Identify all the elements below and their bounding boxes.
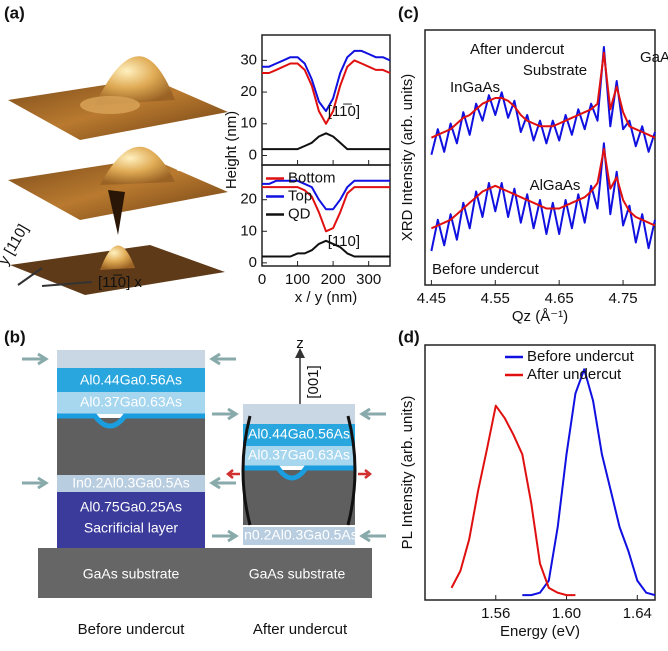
series-line — [262, 51, 390, 111]
legend-label: After undercut — [527, 366, 622, 383]
figure: (a) (b) (c) (d) Top Bottom QD y [110] [1… — [0, 0, 668, 651]
series-line — [452, 406, 576, 595]
series-line — [262, 60, 390, 123]
panel-label: (b) — [4, 327, 26, 346]
x-axis-label: Qz (Å⁻¹) — [512, 308, 568, 325]
substrate-label: GaAs substrate — [249, 566, 346, 582]
afm-axis: [11̅0] x — [98, 274, 142, 291]
y-tick-label: 20 — [240, 83, 257, 100]
y-axis-label: Height (nm) — [223, 111, 240, 189]
series-line — [262, 133, 390, 149]
afm-label: Bottom — [176, 158, 224, 175]
afm-label: QD — [194, 246, 217, 263]
panel-label: (c) — [398, 3, 419, 22]
direction-label: [001] — [305, 365, 322, 398]
x-tick-label: 4.55 — [481, 290, 510, 307]
layer-label: Al0.44Ga0.56As — [80, 372, 182, 388]
x-tick-label: 4.65 — [545, 290, 574, 307]
caption: Before undercut — [78, 621, 186, 638]
x-tick-label: 0 — [258, 271, 266, 288]
x-tick-label: 200 — [321, 271, 346, 288]
x-tick-label: 300 — [356, 271, 381, 288]
x-tick-label: 1.64 — [623, 605, 652, 622]
caption: After undercut — [253, 621, 348, 638]
annotation: Substrate — [523, 62, 587, 79]
series-line — [262, 241, 390, 257]
x-axis-label: x / y (nm) — [295, 289, 358, 306]
layer-label: In0.2Al0.3Ga0.5As — [240, 527, 358, 543]
afm-label: Top — [188, 81, 212, 98]
x-tick-label: 100 — [285, 271, 310, 288]
x-tick-label: 1.56 — [481, 605, 510, 622]
layer-label: Sacrificial layer — [84, 520, 178, 536]
x-tick-label: 1.60 — [552, 605, 581, 622]
y-axis-label: XRD Intensity (arb. units) — [399, 74, 416, 242]
layer-label: Al0.37Ga0.63As — [248, 447, 350, 463]
y-tick-label: 10 — [240, 222, 257, 239]
panel-label: (a) — [4, 3, 25, 22]
annotation: GaAs — [640, 49, 668, 66]
x-axis-label: Energy (eV) — [500, 623, 580, 640]
layer-label: Al0.75Ga0.25As — [80, 499, 182, 515]
annotation: AlGaAs — [530, 177, 581, 194]
annotation: InGaAs — [450, 79, 500, 96]
x-tick-label: 4.45 — [417, 290, 446, 307]
legend-label: Bottom — [288, 169, 336, 186]
y-tick-label: 20 — [240, 191, 257, 208]
y-tick-label: 30 — [240, 51, 257, 68]
legend-label: QD — [288, 205, 311, 222]
afm-axis: y [110] — [0, 221, 32, 268]
x-tick-label: 4.75 — [608, 290, 637, 307]
substrate-label: GaAs substrate — [83, 566, 180, 582]
diagram-after — [212, 348, 386, 598]
legend-label: Top — [288, 187, 312, 204]
y-tick-label: 10 — [240, 115, 257, 132]
layer-label: In0.2Al0.3Ga0.5As — [72, 475, 190, 491]
y-tick-label: 0 — [249, 146, 257, 163]
y-tick-label: 0 — [249, 254, 257, 271]
panel-label: (d) — [398, 327, 420, 346]
series-line — [522, 369, 655, 595]
annotation: Before undercut — [432, 261, 540, 278]
layer-label: Al0.44Ga0.56As — [248, 426, 350, 442]
y-axis-label: PL Intensity (arb. units) — [399, 396, 416, 550]
layer-label: Al0.37Ga0.63As — [80, 394, 182, 410]
legend-label: Before undercut — [527, 348, 635, 365]
annotation: [110] — [328, 233, 360, 250]
axis-label: z — [296, 335, 304, 352]
annotation: [11̅0] — [328, 103, 360, 120]
annotation: After undercut — [470, 41, 565, 58]
